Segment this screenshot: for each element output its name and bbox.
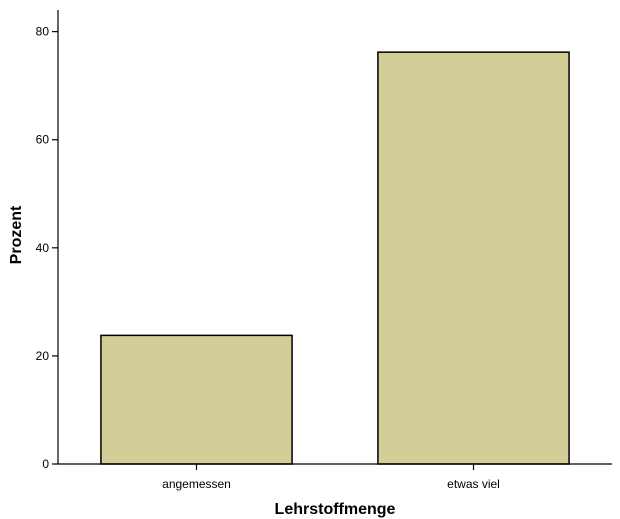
y-tick-label: 60 [36, 133, 50, 147]
y-axis-title: Prozent [8, 205, 25, 264]
bars-group [100, 51, 570, 465]
y-tick-label: 20 [36, 349, 50, 363]
x-tick-label: angemessen [162, 477, 231, 491]
x-axis: angemessen etwas viel [58, 463, 612, 491]
bar-etwas-viel [377, 51, 570, 465]
x-tick-label: etwas viel [447, 477, 500, 491]
x-axis-title: Lehrstoffmenge [275, 501, 396, 518]
y-tick-label: 0 [42, 457, 49, 471]
y-tick-label: 80 [36, 25, 50, 39]
bar-angemessen [100, 334, 293, 465]
y-tick-label: 40 [36, 241, 50, 255]
y-axis: 0 20 40 60 80 [36, 10, 59, 471]
